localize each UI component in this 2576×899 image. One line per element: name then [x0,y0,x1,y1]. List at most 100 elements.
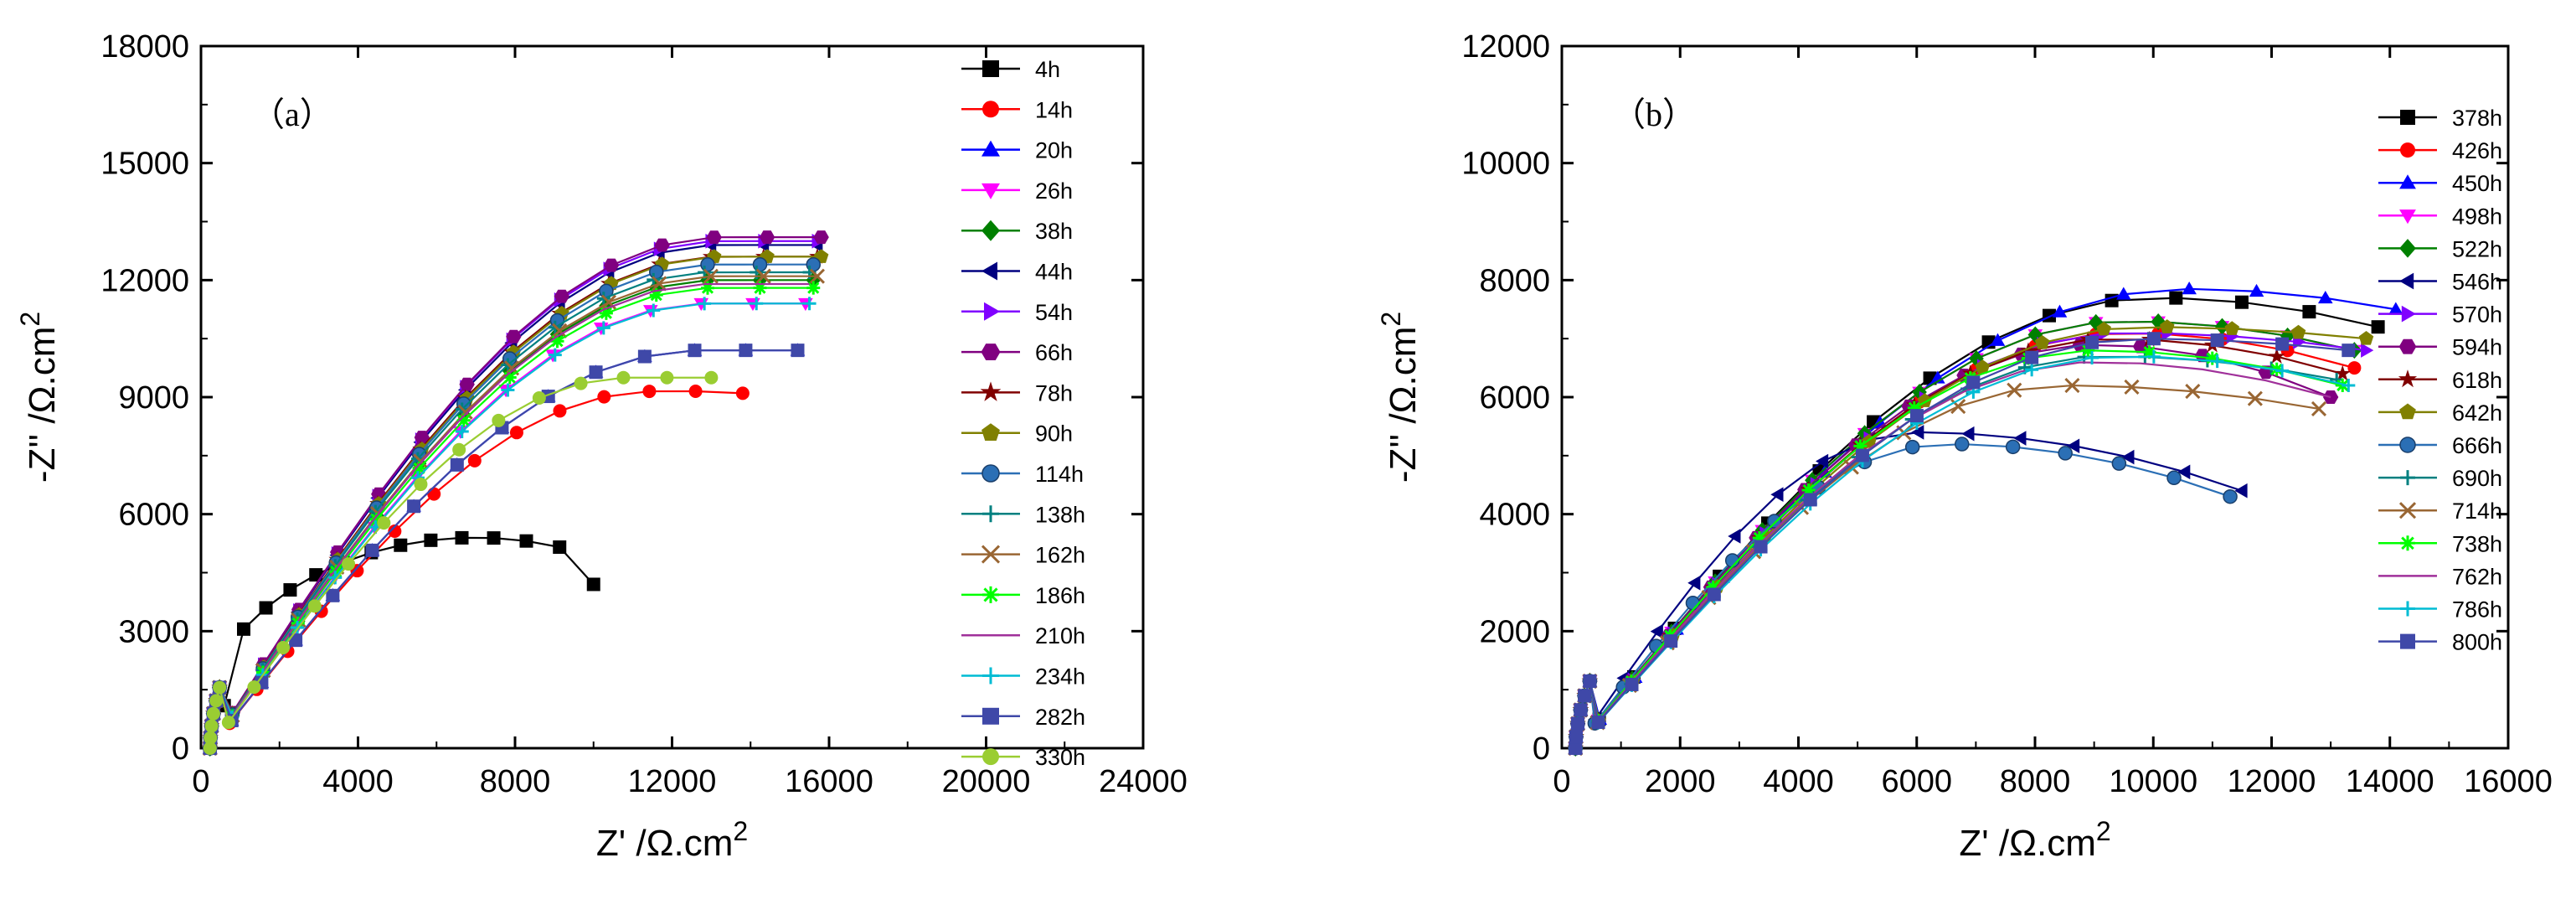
series-66h [202,230,829,755]
legend-item: 618h [2378,368,2502,393]
series-line [1574,355,2337,749]
series-line [1574,320,2355,749]
series-330h [203,370,719,755]
data-point [1707,587,1721,602]
series-line [209,349,798,749]
data-point [456,413,471,427]
data-point [492,413,506,427]
legend-label: 426h [2452,138,2502,163]
y-tick-label: 15000 [100,147,189,182]
data-point [2115,287,2131,300]
legend-marker [2401,305,2416,323]
legend-marker [2400,470,2415,486]
data-point [1853,439,1868,453]
legend-item: 26h [961,178,1073,204]
series-282h [203,344,805,755]
y-tick-label: 0 [172,731,189,767]
legend-marker [2400,535,2415,551]
data-point [204,731,218,745]
data-point [221,716,235,730]
data-point [2096,321,2111,336]
data-point [2275,364,2290,378]
data-point [2268,348,2285,364]
data-point [276,640,291,654]
data-point [1574,703,1588,717]
legend-item: 138h [961,502,1085,527]
data-point [2169,291,2183,305]
data-point [809,268,825,284]
series-line [209,240,817,749]
data-point [2121,449,2135,465]
data-point [654,238,670,252]
data-point [377,516,391,530]
legend-label: 546h [2452,270,2502,295]
legend-marker [2400,633,2415,649]
legend-item: 642h [2378,400,2502,426]
y-axis-label: -Z'' /Ω.cm2 [15,312,63,483]
legend-marker [982,60,999,77]
x-tick-label: 10000 [2109,764,2197,799]
series-line [1574,349,2343,749]
data-point [2177,464,2191,480]
data-point [1803,493,1817,507]
legend-label: 498h [2452,204,2502,229]
series-14h [203,385,750,755]
data-point [652,276,667,292]
legend-marker [2399,272,2414,290]
data-point [204,719,219,733]
data-point [802,297,817,311]
legend-label: 54h [1035,300,1073,325]
data-point [328,571,343,585]
series-line [209,236,822,749]
series-line [1574,287,2396,749]
legend-marker [981,464,1000,483]
legend-item: 282h [961,705,1085,730]
data-point [2342,379,2356,393]
data-point [2088,313,2104,331]
x-tick-label: 12000 [2228,764,2316,799]
data-point [2358,330,2374,345]
y-tick-label: 12000 [1461,29,1550,65]
y-tick-label: 2000 [1479,614,1550,649]
data-point [1955,437,1970,452]
legend-marker [2400,601,2415,617]
legend-label: 690h [2452,466,2502,491]
data-point [2085,351,2099,365]
legend-marker [2399,437,2416,453]
series-714h [1568,377,2327,757]
x-axis-label: Z' /Ω.cm2 [1959,816,2110,864]
legend-label: 666h [2452,433,2502,458]
data-point [688,385,703,399]
data-point [2081,344,2095,358]
data-point [2311,400,2327,417]
data-point [2146,332,2161,346]
legend-item: 498h [2378,204,2502,229]
legend-marker [2399,239,2416,258]
data-point [2249,283,2264,297]
series-line [1574,442,2231,749]
panel-label: （a） [251,96,333,133]
data-point [1752,530,1766,545]
data-point [2361,343,2374,358]
data-point [1650,623,1663,639]
legend: 4h 14h 20h 26h 38h 44h 54h 66h 78h 90h 114h 138h 162… [961,57,1085,770]
y-axis-label-exp: 2 [1376,312,1406,327]
series-762h [1574,361,2331,749]
legend-marker [981,140,1000,157]
data-point [2124,379,2140,395]
legend-label: 282h [1035,705,1085,730]
legend-label: 642h [2452,400,2502,426]
data-point [700,257,715,272]
series-line [1574,431,2243,749]
data-point [553,540,567,555]
legend-item: 78h [961,380,1073,406]
legend-marker [2398,369,2418,388]
data-point [2085,335,2099,349]
data-point [394,538,408,552]
data-point [688,344,702,358]
data-point [237,622,251,636]
data-point [647,303,661,318]
legend-label: 522h [2452,236,2502,261]
data-point [450,457,464,472]
data-point [1904,439,1920,455]
